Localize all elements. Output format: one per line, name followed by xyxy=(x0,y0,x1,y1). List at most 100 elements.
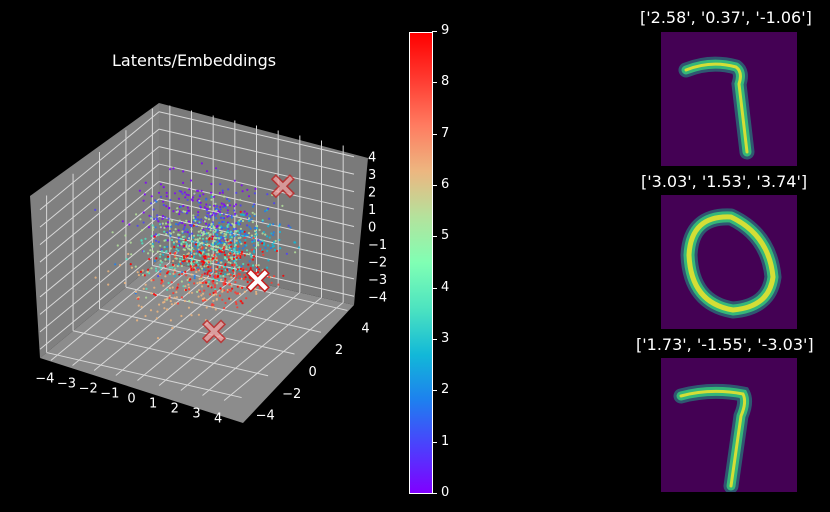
scatter-point xyxy=(203,289,206,292)
scatter-point xyxy=(257,238,260,242)
scatter-point xyxy=(219,216,223,219)
scatter-point xyxy=(245,212,249,215)
scatter-point xyxy=(235,264,238,267)
scatter-point xyxy=(150,292,153,295)
scatter-point xyxy=(203,272,206,275)
grid-z-back xyxy=(158,128,355,175)
scatter-point xyxy=(172,260,175,263)
scatter-point xyxy=(201,285,204,288)
scatter-point xyxy=(235,274,238,277)
scatter-point xyxy=(218,269,221,272)
scatter-point xyxy=(152,226,155,229)
scatter-point xyxy=(210,195,213,198)
scatter-point xyxy=(238,247,241,250)
scatter-point xyxy=(172,292,175,295)
scatter-point xyxy=(200,241,203,244)
grid-z-side xyxy=(39,128,160,228)
scatter-point xyxy=(196,290,199,293)
scatter-point xyxy=(234,281,237,284)
scatter-point xyxy=(215,212,218,215)
scatter-point xyxy=(225,231,228,234)
scatter-point xyxy=(229,261,232,265)
scatter-point xyxy=(169,247,172,250)
latent-marker xyxy=(201,319,227,344)
z-tick-label: 1 xyxy=(368,203,376,218)
scatter-point xyxy=(205,225,208,229)
scatter-point xyxy=(230,267,234,270)
scatter-point xyxy=(224,263,227,266)
scatter-point xyxy=(164,275,167,278)
scatter-point xyxy=(228,242,231,245)
scatter-point xyxy=(191,301,194,304)
scatter-point xyxy=(287,224,290,227)
scatter-point xyxy=(163,246,166,249)
scatter-point xyxy=(162,200,165,203)
scatter-point xyxy=(224,257,227,260)
x-tick-label: 4 xyxy=(214,412,222,427)
scatter-point xyxy=(198,194,201,197)
scatter-point xyxy=(192,236,195,239)
colorbar-tick-label: 4 xyxy=(431,280,449,295)
scatter-point xyxy=(202,281,205,284)
scatter-point xyxy=(200,231,203,234)
scatter-point xyxy=(182,210,185,213)
scatter-point xyxy=(164,298,167,301)
scatter-point xyxy=(182,254,185,258)
scatter-point xyxy=(205,237,208,240)
z-tick-label: −2 xyxy=(368,255,387,270)
scatter-point xyxy=(166,308,169,311)
scatter-point xyxy=(156,250,159,253)
scatter-point xyxy=(183,224,186,227)
scatter-point xyxy=(253,213,256,216)
scatter-point xyxy=(178,210,181,213)
scatter-point xyxy=(241,213,244,216)
scatter-point xyxy=(267,259,270,262)
scatter-point xyxy=(253,227,256,230)
scatter-point xyxy=(213,204,216,207)
scatter-point xyxy=(150,202,153,205)
scatter-point xyxy=(169,229,172,233)
scatter-point xyxy=(246,252,249,256)
scatter-point xyxy=(238,231,241,234)
scatter-point xyxy=(223,307,226,310)
scatter-point xyxy=(172,272,175,275)
scatter-point xyxy=(154,233,157,236)
scatter-point xyxy=(159,223,162,226)
scatter-point xyxy=(206,212,209,215)
scatter-point xyxy=(191,240,194,243)
scatter-point xyxy=(184,241,188,244)
scatter-point xyxy=(221,191,224,194)
scatter-point xyxy=(196,259,199,262)
scatter-point xyxy=(269,223,272,226)
scatter-point xyxy=(138,189,141,192)
scatter-point xyxy=(188,260,191,263)
scatter-point xyxy=(202,250,205,253)
scatter-point xyxy=(184,270,187,273)
scatter-point xyxy=(189,179,193,182)
scatter-point xyxy=(155,269,158,273)
scatter-point xyxy=(230,284,233,287)
scatter-point xyxy=(177,283,180,286)
scatter-point xyxy=(145,287,148,290)
scatter-point xyxy=(144,181,147,184)
scatter-point xyxy=(200,218,203,221)
scatter-point xyxy=(236,245,240,248)
scatter-point xyxy=(251,205,255,208)
scatter-point xyxy=(226,239,229,242)
scatter-point xyxy=(223,251,226,254)
scatter-point xyxy=(229,273,232,276)
scatter-point xyxy=(209,233,212,236)
scatter-point xyxy=(213,242,216,245)
scatter-point xyxy=(167,257,170,260)
scatter-point xyxy=(223,280,226,284)
scatter-point xyxy=(178,213,181,216)
scatter-point xyxy=(238,266,241,269)
scatter-point xyxy=(239,229,242,232)
scatter-point xyxy=(221,216,225,219)
y-tick-label: 0 xyxy=(309,365,317,380)
scatter-point xyxy=(212,282,215,285)
scatter-point xyxy=(152,279,155,282)
scatter-point xyxy=(207,261,211,264)
scatter-point xyxy=(249,310,252,313)
